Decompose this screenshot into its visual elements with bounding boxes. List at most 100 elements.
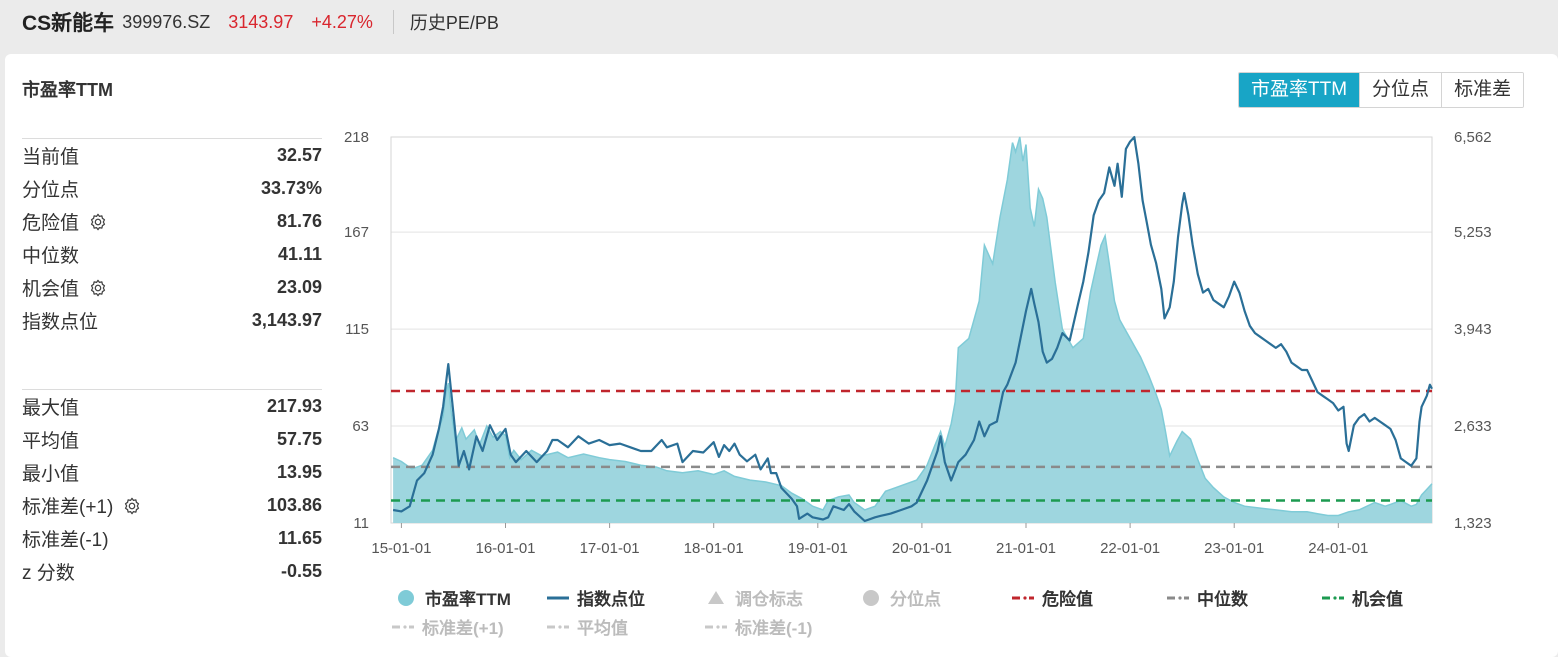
- stat-label: 标准差(-1): [22, 530, 109, 551]
- stat-row: 最大值 217.93: [22, 390, 322, 423]
- pe-line-series: [392, 136, 1433, 517]
- stat-value: 32.57: [276, 145, 322, 165]
- tab-pe-ttm[interactable]: 市盈率TTM: [1239, 73, 1360, 107]
- stat-value: 3,143.97: [251, 310, 322, 330]
- stats-table-summary: 最大值 217.93 平均值 57.75 最小值 13.95 标准差(+1) 103.86 标准…: [22, 389, 322, 588]
- stat-label: 危险值: [22, 213, 80, 234]
- index-line-series: [392, 136, 1433, 523]
- x-tick-label: 22-01-01: [1100, 540, 1160, 557]
- legend-dash-icon: [1167, 595, 1189, 600]
- legend-line-icon: [547, 596, 569, 599]
- legend-dash-icon: [547, 624, 569, 629]
- stat-label: 当前值: [22, 147, 80, 168]
- stat-value: -0.55: [280, 561, 322, 581]
- legend-dot-icon: [398, 589, 414, 606]
- valuation-type: 历史PE/PB: [409, 13, 499, 33]
- stat-value: 57.75: [276, 429, 322, 449]
- legend-item[interactable]: 标准差(+1): [392, 614, 504, 639]
- stat-label: 机会值: [22, 279, 80, 300]
- stat-value: 217.93: [266, 396, 322, 416]
- legend-item[interactable]: 危险值: [1012, 585, 1093, 610]
- legend-item[interactable]: 调仓标志: [705, 585, 803, 610]
- legend-label: 标准差(+1): [422, 619, 504, 638]
- stat-row: z 分数 -0.55: [22, 555, 322, 588]
- y-right-tick-label: 1,323: [1454, 515, 1492, 532]
- view-toggle-group: 市盈率TTM 分位点 标准差: [1238, 72, 1525, 108]
- stat-row: 标准差(+1) 103.86: [22, 489, 322, 522]
- y-left-tick-label: 115: [345, 321, 369, 338]
- index-price: 3143.97: [228, 11, 294, 32]
- stat-row: 当前值 32.57: [22, 139, 322, 172]
- stat-value: 11.65: [277, 528, 322, 548]
- y-left-tick-label: 218: [344, 129, 369, 146]
- gear-icon[interactable]: [123, 497, 141, 515]
- y-left-tick-label: 167: [344, 224, 369, 241]
- main-panel: [5, 54, 1558, 657]
- index-change: +4.27%: [311, 11, 373, 32]
- legend-dash-icon: [1322, 595, 1344, 600]
- stat-value: 41.11: [277, 244, 322, 264]
- legend-label: 调仓标志: [735, 590, 803, 609]
- x-tick-label: 17-01-01: [580, 540, 640, 557]
- legend-label: 指数点位: [577, 590, 645, 609]
- legend-item[interactable]: 机会值: [1322, 585, 1403, 610]
- stat-row: 平均值 57.75: [22, 423, 322, 456]
- tab-percentile[interactable]: 分位点: [1359, 73, 1442, 107]
- legend-label: 标准差(-1): [735, 619, 813, 638]
- tab-std-dev[interactable]: 标准差: [1441, 73, 1524, 107]
- stat-row: 中位数 41.11: [22, 238, 322, 271]
- stat-label: 最大值: [22, 398, 80, 419]
- y-left-tick-label: 11: [353, 515, 369, 532]
- y-right-tick-label: 5,253: [1454, 224, 1492, 241]
- legend-label: 分位点: [890, 590, 941, 609]
- stat-row: 最小值 13.95: [22, 456, 322, 489]
- legend-label: 中位数: [1197, 590, 1248, 609]
- stat-value: 13.95: [276, 462, 322, 482]
- gear-icon[interactable]: [89, 213, 107, 231]
- legend-item[interactable]: 中位数: [1167, 585, 1248, 610]
- x-tick-label: 21-01-01: [996, 540, 1056, 557]
- x-tick-label: 24-01-01: [1308, 540, 1368, 557]
- stat-label: z 分数: [22, 563, 75, 584]
- legend-dash-icon: [392, 624, 414, 629]
- stat-value: 23.09: [276, 277, 322, 297]
- stat-row: 标准差(-1) 11.65: [22, 522, 322, 555]
- y-right-tick-label: 3,943: [1454, 321, 1492, 338]
- stat-label: 中位数: [22, 246, 80, 267]
- stat-row: 机会值 23.09: [22, 271, 322, 304]
- stat-label: 标准差(+1): [22, 497, 114, 518]
- legend-item[interactable]: 标准差(-1): [705, 614, 812, 639]
- index-name: CS新能车: [22, 12, 115, 35]
- stat-label: 分位点: [22, 180, 80, 201]
- legend-label: 机会值: [1352, 590, 1403, 609]
- x-tick-label: 19-01-01: [788, 540, 848, 557]
- legend-item[interactable]: 平均值: [547, 614, 628, 639]
- legend-item[interactable]: 市盈率TTM: [395, 585, 511, 610]
- stat-label: 平均值: [22, 431, 80, 452]
- legend-dash-icon: [705, 624, 727, 629]
- index-code: 399976.SZ: [122, 11, 211, 32]
- metric-title: 市盈率TTM: [22, 80, 113, 100]
- header-divider: [392, 10, 394, 34]
- gear-icon[interactable]: [89, 279, 107, 297]
- legend-dash-icon: [1012, 595, 1034, 600]
- x-tick-label: 16-01-01: [475, 540, 535, 557]
- stat-value: 33.73%: [260, 178, 322, 198]
- stat-label: 最小值: [22, 464, 80, 485]
- x-tick-label: 15-01-01: [371, 540, 431, 557]
- stat-label: 指数点位: [22, 312, 99, 333]
- x-tick-label: 20-01-01: [892, 540, 952, 557]
- y-right-tick-label: 2,633: [1454, 418, 1492, 435]
- legend-item[interactable]: 分位点: [860, 585, 941, 610]
- y-right-tick-label: 6,562: [1454, 129, 1492, 146]
- stat-row: 分位点 33.73%: [22, 172, 322, 205]
- legend-dot-icon: [863, 589, 879, 606]
- y-left-tick-label: 63: [352, 418, 369, 435]
- legend-label: 危险值: [1042, 590, 1093, 609]
- legend-label: 市盈率TTM: [425, 590, 511, 609]
- legend-item[interactable]: 指数点位: [547, 585, 645, 610]
- stat-row: 危险值 81.76: [22, 205, 322, 238]
- stat-value: 103.86: [266, 495, 322, 515]
- header-bar: CS新能车 399976.SZ 3143.97 +4.27% 历史PE/PB: [0, 0, 1558, 44]
